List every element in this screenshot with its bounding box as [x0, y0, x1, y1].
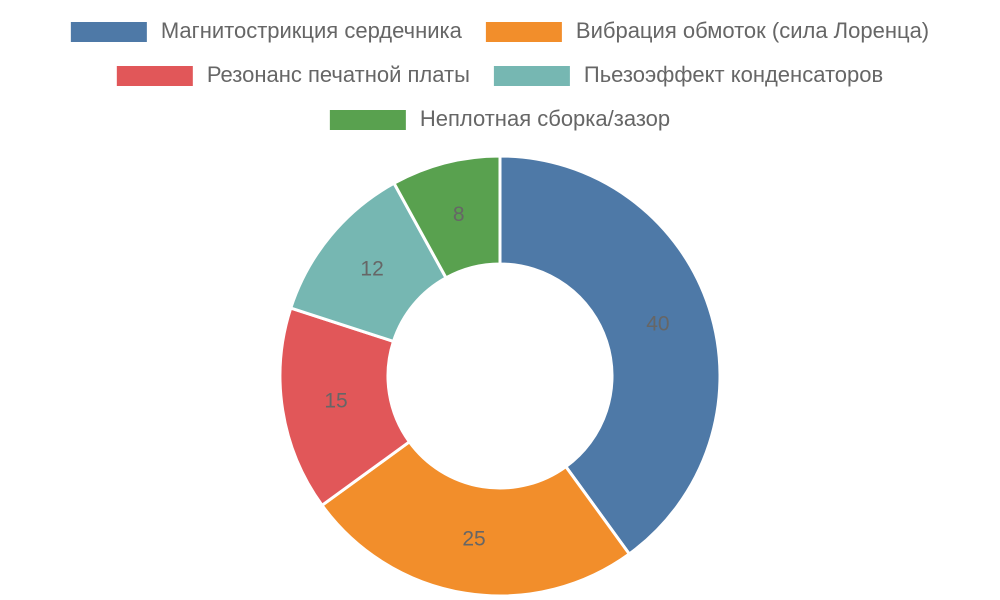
- legend-label: Вибрация обмоток (сила Лоренца): [576, 18, 929, 43]
- value-label: 15: [324, 390, 347, 413]
- legend-item: Резонанс печатной платы: [116, 62, 470, 87]
- legend-item: Вибрация обмоток (сила Лоренца): [485, 18, 929, 43]
- legend-swatch: [485, 22, 562, 42]
- value-label: 12: [360, 258, 383, 281]
- doughnut-slice: [498, 154, 722, 557]
- legend-item: Магнитострикция сердечника: [70, 18, 463, 43]
- legend-label: Резонанс печатной платы: [207, 62, 470, 87]
- value-label: 8: [453, 203, 465, 226]
- legend-swatch: [493, 66, 570, 86]
- legend-label: Магнитострикция сердечника: [161, 18, 463, 43]
- legend-label: Неплотная сборка/зазор: [420, 106, 670, 131]
- doughnut-slice: [319, 439, 632, 598]
- legend-item: Неплотная сборка/зазор: [329, 106, 670, 131]
- doughnut-slice: [391, 154, 502, 280]
- legend-label: Пьезоэффект конденсаторов: [584, 62, 883, 87]
- doughnut-slice: [278, 306, 412, 508]
- legend-swatch: [116, 66, 193, 86]
- legend-swatch: [70, 22, 147, 42]
- value-label: 25: [462, 528, 485, 551]
- legend-item: Пьезоэффект конденсаторов: [493, 62, 883, 87]
- legend-swatch: [329, 110, 406, 130]
- value-label: 40: [646, 312, 669, 335]
